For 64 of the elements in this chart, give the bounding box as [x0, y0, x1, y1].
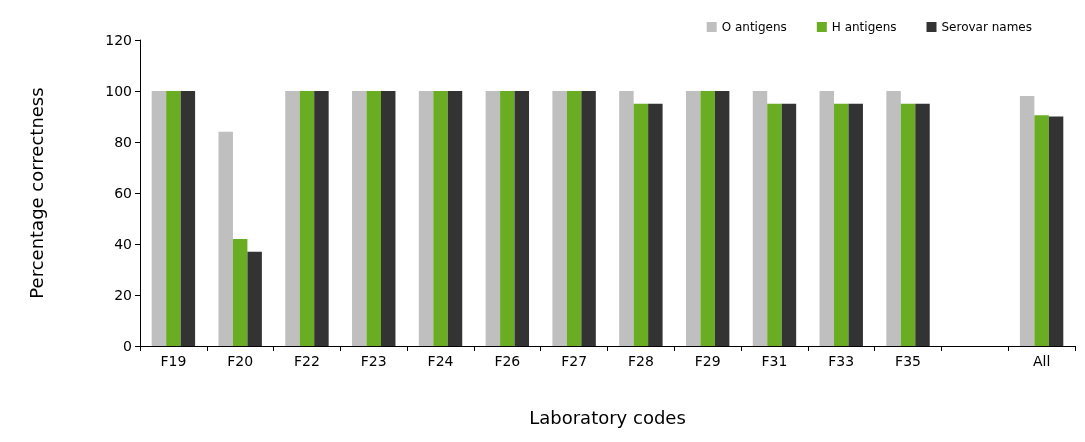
x-tick-label: All — [1032, 353, 1051, 369]
y-tick-label: 40 — [114, 236, 132, 252]
bar — [151, 91, 167, 346]
bar — [900, 103, 916, 346]
bar — [1048, 116, 1064, 346]
y-tick-label: 100 — [105, 83, 132, 99]
bar — [418, 91, 434, 346]
y-tick-label: 20 — [114, 287, 132, 303]
legend-label: O antigens — [721, 20, 787, 34]
bar — [1019, 96, 1035, 346]
bar — [685, 91, 701, 346]
bar — [767, 103, 782, 346]
x-tick-label: F27 — [561, 353, 588, 369]
y-axis-title: Percentage correctness — [25, 87, 47, 299]
bar — [380, 91, 396, 346]
bar — [714, 91, 730, 346]
y-tick-label: 120 — [105, 32, 132, 48]
y-tick-label: 60 — [114, 185, 132, 201]
bar — [1034, 115, 1049, 346]
bar — [299, 91, 315, 346]
bar — [314, 91, 329, 346]
bar — [848, 103, 863, 346]
bar — [485, 91, 501, 346]
bar — [247, 251, 262, 346]
x-axis-title: Laboratory codes — [529, 406, 686, 428]
bar — [166, 91, 181, 346]
bar — [447, 91, 463, 346]
bar — [752, 91, 768, 346]
bar — [366, 91, 381, 346]
x-tick-label: F22 — [294, 353, 320, 369]
x-tick-label: F35 — [895, 353, 921, 369]
legend-label: Serovar names — [941, 20, 1032, 34]
legend-label: H antigens — [831, 20, 897, 34]
bar — [619, 91, 634, 346]
bar — [285, 91, 300, 346]
bar — [180, 91, 196, 346]
bar — [819, 91, 835, 346]
bar — [500, 91, 515, 346]
bar — [514, 91, 530, 346]
x-tick-label: F26 — [494, 353, 521, 369]
bar — [648, 103, 663, 346]
y-tick-label: 80 — [114, 134, 132, 150]
bar — [232, 238, 248, 346]
bar — [915, 103, 930, 346]
y-tick-label: 0 — [123, 338, 132, 354]
x-tick-label: F23 — [360, 353, 387, 369]
bar — [552, 91, 567, 346]
bar — [781, 103, 797, 346]
bar — [886, 91, 901, 346]
bar — [433, 91, 448, 346]
x-tick-label: F20 — [227, 353, 254, 369]
bar — [352, 91, 367, 346]
x-tick-label: F33 — [828, 353, 855, 369]
bar — [633, 103, 649, 346]
bar — [700, 91, 715, 346]
x-tick-label: F31 — [761, 353, 788, 369]
bar — [834, 103, 849, 346]
x-tick-label: F24 — [427, 353, 454, 369]
bar — [566, 91, 582, 346]
x-tick-label: F19 — [160, 353, 187, 369]
x-tick-label: F28 — [627, 353, 654, 369]
bar — [581, 91, 596, 346]
bar — [218, 131, 233, 346]
x-tick-label: F29 — [694, 353, 721, 369]
